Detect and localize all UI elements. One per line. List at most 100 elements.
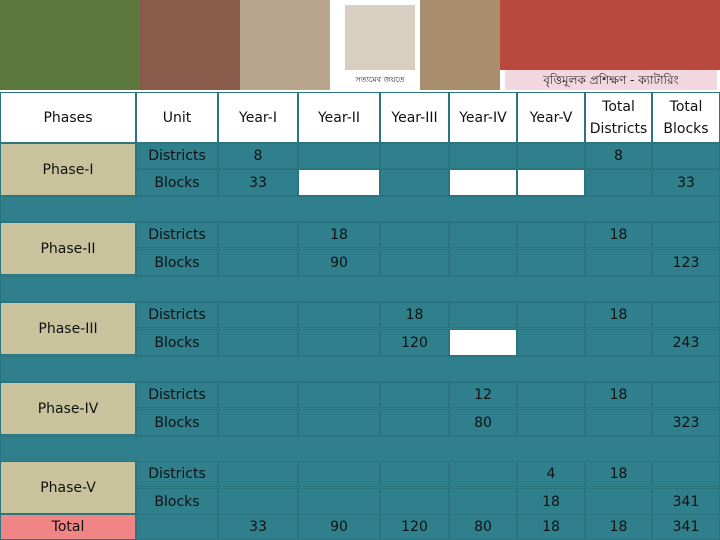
value-cell: 18	[585, 222, 652, 248]
header-cell: Year-I	[218, 92, 298, 143]
value-cell	[449, 143, 517, 169]
value-cell	[517, 169, 585, 196]
value-cell	[517, 302, 585, 328]
value-cell: 120	[380, 329, 449, 356]
value-cell	[298, 143, 380, 169]
caption-box	[505, 70, 717, 90]
value-cell	[449, 169, 517, 196]
value-cell	[380, 169, 449, 196]
value-cell: 12	[449, 382, 517, 408]
value-cell	[380, 382, 449, 408]
value-cell	[652, 143, 720, 169]
value-cell	[218, 382, 298, 408]
value-cell	[298, 382, 380, 408]
photo-market	[0, 0, 140, 90]
unit-cell: Districts	[136, 302, 218, 328]
value-cell	[218, 409, 298, 436]
phase-cell: Phase-V	[0, 461, 136, 514]
value-cell: 243	[652, 329, 720, 356]
value-cell	[380, 222, 449, 248]
value-cell	[298, 461, 380, 487]
value-cell: 8	[218, 143, 298, 169]
value-cell	[449, 222, 517, 248]
total-label: Total	[0, 514, 136, 540]
value-cell: 33	[218, 169, 298, 196]
value-cell	[380, 461, 449, 487]
value-cell	[449, 461, 517, 487]
spacer-row	[0, 276, 720, 302]
unit-cell: Blocks	[136, 169, 218, 196]
value-cell	[218, 222, 298, 248]
value-cell	[517, 222, 585, 248]
phase-cell: Phase-IV	[0, 382, 136, 435]
unit-cell: Blocks	[136, 488, 218, 515]
value-cell	[652, 461, 720, 487]
value-cell: 18	[585, 302, 652, 328]
value-cell: 341	[652, 488, 720, 515]
value-cell	[449, 329, 517, 356]
value-cell	[449, 249, 517, 276]
value-cell	[585, 249, 652, 276]
phase-cell: Phase-II	[0, 222, 136, 275]
value-cell	[652, 222, 720, 248]
header-cell: Total Districts	[585, 92, 652, 143]
value-cell	[380, 143, 449, 169]
total-cell: 18	[585, 514, 652, 540]
value-cell	[517, 409, 585, 436]
total-cell: 341	[652, 514, 720, 540]
unit-cell: Blocks	[136, 329, 218, 356]
value-cell: 123	[652, 249, 720, 276]
value-cell: 80	[449, 409, 517, 436]
value-cell	[517, 143, 585, 169]
value-cell	[517, 329, 585, 356]
header-cell: Year-IV	[449, 92, 517, 143]
value-cell	[218, 302, 298, 328]
value-cell	[449, 488, 517, 515]
unit-cell: Districts	[136, 143, 218, 169]
value-cell	[298, 409, 380, 436]
value-cell	[585, 329, 652, 356]
value-cell: 4	[517, 461, 585, 487]
value-cell	[298, 329, 380, 356]
banner: সত্যমেব জয়তে বৃত্তিমূলক প্রশিক্ষণ - ক্য…	[0, 0, 720, 92]
unit-cell: Blocks	[136, 409, 218, 436]
header-cell: Year-V	[517, 92, 585, 143]
value-cell	[517, 249, 585, 276]
value-cell	[449, 302, 517, 328]
spacer-row	[0, 196, 720, 222]
emblem	[345, 5, 415, 70]
value-cell: 33	[652, 169, 720, 196]
value-cell: 323	[652, 409, 720, 436]
value-cell	[517, 382, 585, 408]
caption: বৃত্তিমূলক প্রশিক্ষণ - ক্যাটারিং	[542, 73, 679, 88]
value-cell	[298, 302, 380, 328]
photo-statue	[420, 0, 500, 90]
value-cell	[218, 249, 298, 276]
value-cell	[298, 488, 380, 515]
value-cell	[380, 488, 449, 515]
value-cell	[585, 169, 652, 196]
header-cell: Total Blocks	[652, 92, 720, 143]
phase-cell: Phase-I	[0, 143, 136, 196]
value-cell: 18	[298, 222, 380, 248]
total-cell: 33	[218, 514, 298, 540]
phase-cell: Phase-III	[0, 302, 136, 355]
value-cell	[585, 409, 652, 436]
header-cell: Year-III	[380, 92, 449, 143]
photo-catering	[500, 0, 720, 70]
value-cell	[298, 169, 380, 196]
total-cell: 120	[380, 514, 449, 540]
motto: সত্যমেব জয়তে	[354, 75, 405, 84]
value-cell	[218, 329, 298, 356]
photo-crafts	[240, 0, 330, 90]
value-cell: 90	[298, 249, 380, 276]
value-cell	[652, 382, 720, 408]
total-cell	[136, 514, 218, 540]
total-cell: 18	[517, 514, 585, 540]
unit-cell: Districts	[136, 461, 218, 487]
unit-cell: Districts	[136, 222, 218, 248]
unit-cell: Districts	[136, 382, 218, 408]
unit-cell: Blocks	[136, 249, 218, 276]
spacer-row	[0, 436, 720, 462]
